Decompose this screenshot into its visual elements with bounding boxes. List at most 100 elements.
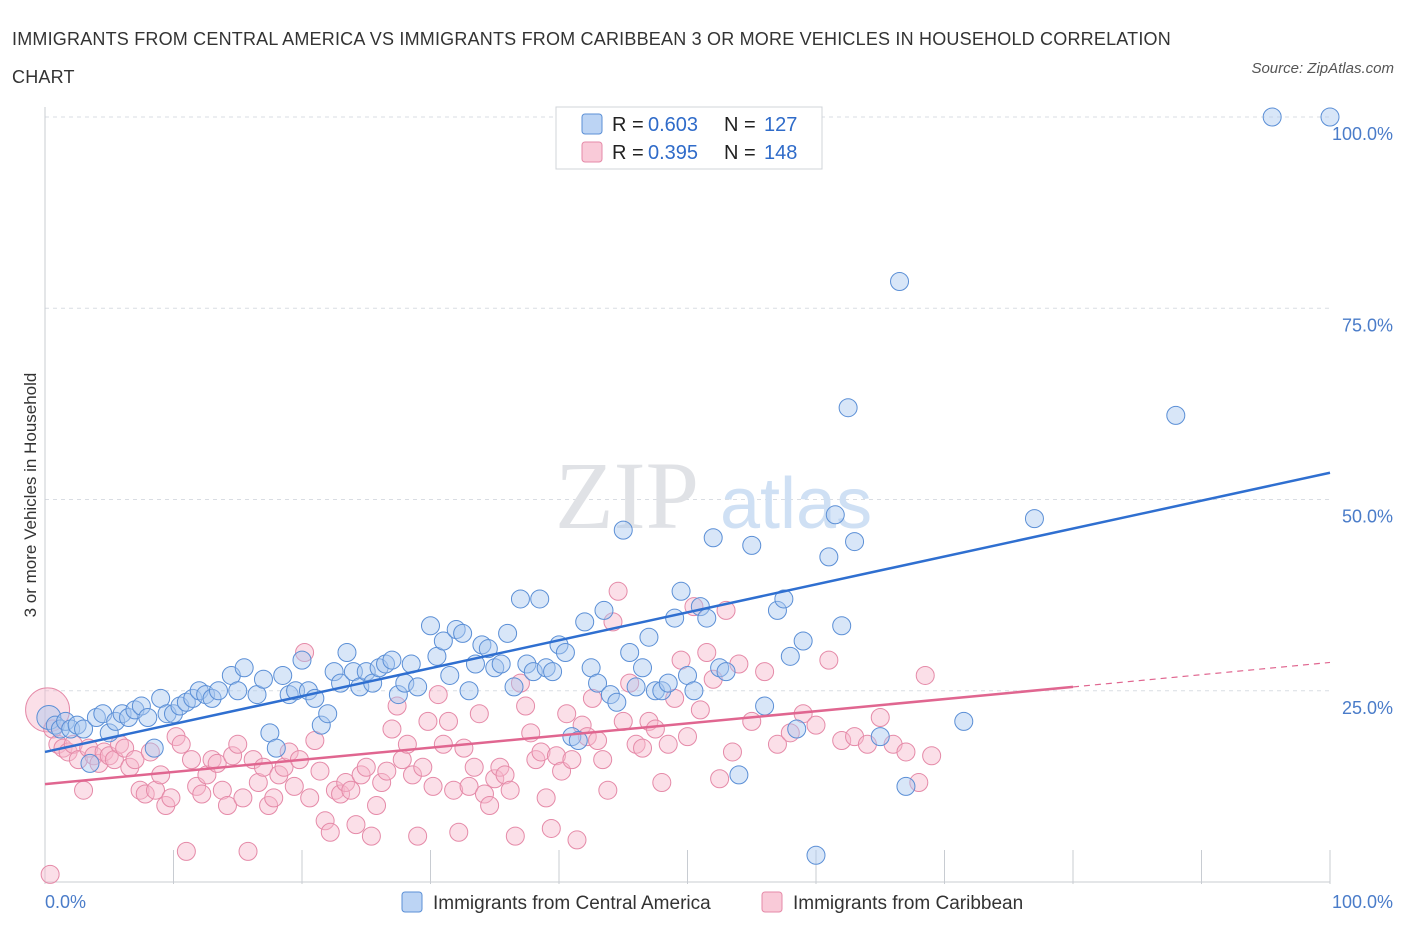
central-america-point bbox=[652, 681, 672, 701]
caribbean-point bbox=[909, 773, 929, 793]
central-america-point bbox=[138, 708, 158, 728]
central-america-point bbox=[755, 696, 775, 716]
caribbean-point bbox=[459, 776, 479, 796]
series-caribbean-points bbox=[25, 581, 942, 884]
caribbean-point bbox=[806, 715, 826, 735]
central-america-point bbox=[1166, 405, 1186, 425]
caribbean-point bbox=[248, 773, 268, 793]
caribbean-point bbox=[300, 788, 320, 808]
central-america-point bbox=[408, 677, 428, 697]
caribbean-point bbox=[557, 704, 577, 724]
caribbean-point bbox=[295, 643, 315, 662]
caribbean-point bbox=[212, 780, 232, 800]
central-america-point bbox=[266, 738, 286, 758]
y-tick-label-2: 75.0% bbox=[1342, 315, 1393, 335]
caribbean-point bbox=[171, 734, 191, 754]
central-america-point bbox=[106, 711, 126, 731]
central-america-point bbox=[729, 765, 749, 785]
central-america-point bbox=[543, 662, 563, 682]
y-tick-labels: 25.0% 50.0% 75.0% 100.0% bbox=[1332, 124, 1393, 718]
legend-swatch-blue bbox=[581, 113, 603, 135]
y-axis-label: 3 or more Vehicles in Household bbox=[21, 373, 40, 618]
caribbean-point bbox=[356, 757, 376, 777]
central-america-point bbox=[183, 688, 203, 708]
central-america-point bbox=[832, 616, 852, 636]
legend-r-value-2: 0.395 bbox=[648, 142, 698, 164]
caribbean-point bbox=[94, 742, 114, 762]
central-america-point bbox=[620, 643, 640, 662]
caribbean-point bbox=[40, 864, 60, 884]
central-america-point bbox=[954, 711, 974, 731]
central-america-point bbox=[588, 673, 608, 693]
central-america-point bbox=[478, 639, 498, 659]
central-america-point bbox=[684, 681, 704, 701]
central-america-point bbox=[575, 612, 595, 632]
central-america-point bbox=[774, 589, 794, 609]
caribbean-point bbox=[896, 742, 916, 762]
central-america-point bbox=[568, 730, 588, 750]
caribbean-point bbox=[541, 818, 561, 838]
caribbean-point bbox=[320, 822, 340, 842]
central-america-point bbox=[453, 623, 473, 643]
central-america-point bbox=[433, 631, 453, 651]
caribbean-point bbox=[423, 776, 443, 796]
central-america-point bbox=[119, 708, 139, 728]
caribbean-point bbox=[181, 750, 201, 770]
central-america-point bbox=[523, 662, 543, 682]
caribbean-point bbox=[217, 796, 237, 815]
caribbean-point bbox=[658, 734, 678, 754]
central-america-point bbox=[594, 600, 614, 620]
central-america-point bbox=[504, 677, 524, 697]
series-legend: Immigrants from Central America Immigran… bbox=[401, 891, 1023, 914]
y-tick-label-1: 50.0% bbox=[1342, 507, 1393, 527]
central-america-point bbox=[530, 589, 550, 609]
caribbean-point bbox=[598, 780, 618, 800]
central-america-point bbox=[896, 776, 916, 796]
legend-n-value-1: 127 bbox=[764, 114, 797, 136]
caribbean-point bbox=[588, 730, 608, 750]
central-america-point bbox=[697, 608, 717, 628]
caribbean-point bbox=[346, 815, 366, 835]
caribbean-point bbox=[372, 773, 392, 793]
central-america-point bbox=[491, 654, 511, 674]
central-america-point bbox=[45, 715, 65, 735]
central-america-point bbox=[1024, 509, 1044, 529]
caribbean-point bbox=[678, 727, 697, 747]
caribbean-point bbox=[633, 738, 653, 758]
central-america-point bbox=[793, 631, 813, 651]
caribbean-point bbox=[25, 687, 71, 733]
central-america-point bbox=[292, 650, 312, 670]
central-america-point bbox=[671, 581, 691, 601]
central-america-point bbox=[607, 692, 627, 712]
central-america-point bbox=[74, 719, 94, 739]
caribbean-point bbox=[454, 738, 474, 758]
caribbean-point bbox=[922, 746, 942, 766]
caribbean-point bbox=[310, 761, 330, 781]
correlation-legend: R = 0.603 N = 127 R = 0.395 N = 148 bbox=[555, 106, 823, 170]
legend-r-value-1: 0.603 bbox=[648, 114, 698, 136]
caribbean-point bbox=[428, 685, 448, 705]
caribbean-point bbox=[315, 811, 335, 831]
trend-line-central-america bbox=[44, 471, 1331, 754]
caribbean-point bbox=[500, 780, 520, 800]
central-america-point bbox=[555, 643, 575, 662]
caribbean-point bbox=[755, 662, 775, 682]
central-america-point bbox=[806, 845, 826, 865]
caribbean-point bbox=[767, 734, 787, 754]
trend-line-caribbean-extension bbox=[1072, 661, 1331, 688]
central-america-point bbox=[202, 688, 222, 708]
central-america-point bbox=[767, 600, 787, 620]
y-tick-label-3: 100.0% bbox=[1332, 124, 1393, 144]
caribbean-point bbox=[562, 750, 582, 770]
legend-n-label-1: N = bbox=[724, 114, 756, 136]
central-america-point bbox=[337, 643, 357, 662]
central-america-point bbox=[311, 715, 331, 735]
caribbean-point bbox=[444, 780, 464, 800]
trend-lines bbox=[44, 471, 1331, 786]
caribbean-point bbox=[146, 780, 166, 800]
central-america-point bbox=[780, 646, 800, 666]
caribbean-point bbox=[125, 750, 145, 770]
watermark-atlas: atlas bbox=[720, 464, 872, 544]
central-america-point bbox=[658, 673, 678, 693]
